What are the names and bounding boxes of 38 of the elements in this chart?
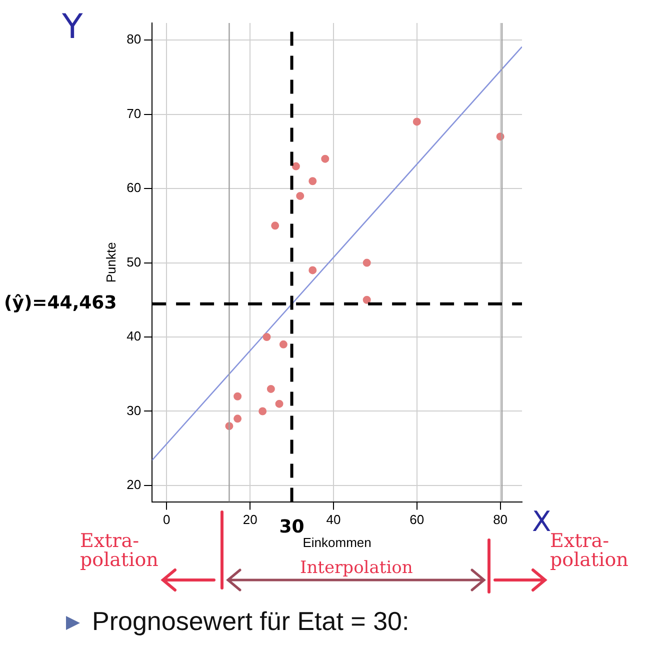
- x-tick-label: 60: [410, 512, 424, 528]
- y-tick-label: 80: [126, 32, 142, 47]
- point: [279, 340, 288, 348]
- y-tick-label: 30: [126, 402, 142, 418]
- point: [258, 407, 267, 416]
- point: [308, 177, 317, 186]
- point: [412, 118, 421, 126]
- point: [271, 222, 280, 230]
- point: [292, 162, 300, 170]
- y-axis-title: Punkte: [103, 242, 118, 283]
- point: [234, 392, 242, 400]
- point: [362, 258, 371, 267]
- y-tick-label: 70: [126, 106, 142, 121]
- text: Prognosewert für Etat = 30:: [92, 606, 410, 636]
- y-tick-label: 50: [126, 254, 142, 270]
- text: Extra-polation: [550, 530, 628, 571]
- x-axis-title: Einkommen: [302, 534, 372, 550]
- point: [234, 414, 242, 423]
- x-tick-label: 80: [493, 512, 508, 528]
- x-tick-label: 40: [326, 512, 341, 528]
- point: [321, 154, 330, 163]
- point: [275, 400, 284, 408]
- point: [308, 266, 317, 274]
- text: Extra-polation: [80, 530, 158, 571]
- text: Y: [62, 7, 84, 47]
- ref-line-label: (ŷ)=44,463: [4, 292, 117, 314]
- y-tick-label: 60: [126, 180, 142, 196]
- text: X: [532, 505, 552, 538]
- y-tick-label: 20: [126, 477, 142, 492]
- point: [362, 296, 371, 304]
- ref-line-label: 30: [279, 516, 304, 538]
- text: Interpolation: [300, 558, 414, 578]
- point: [296, 192, 304, 200]
- x-tick-label: 0: [163, 512, 170, 528]
- x-tick-label: 20: [242, 512, 258, 528]
- y-tick-label: 40: [126, 328, 142, 344]
- point: [262, 333, 271, 342]
- point: [266, 384, 275, 393]
